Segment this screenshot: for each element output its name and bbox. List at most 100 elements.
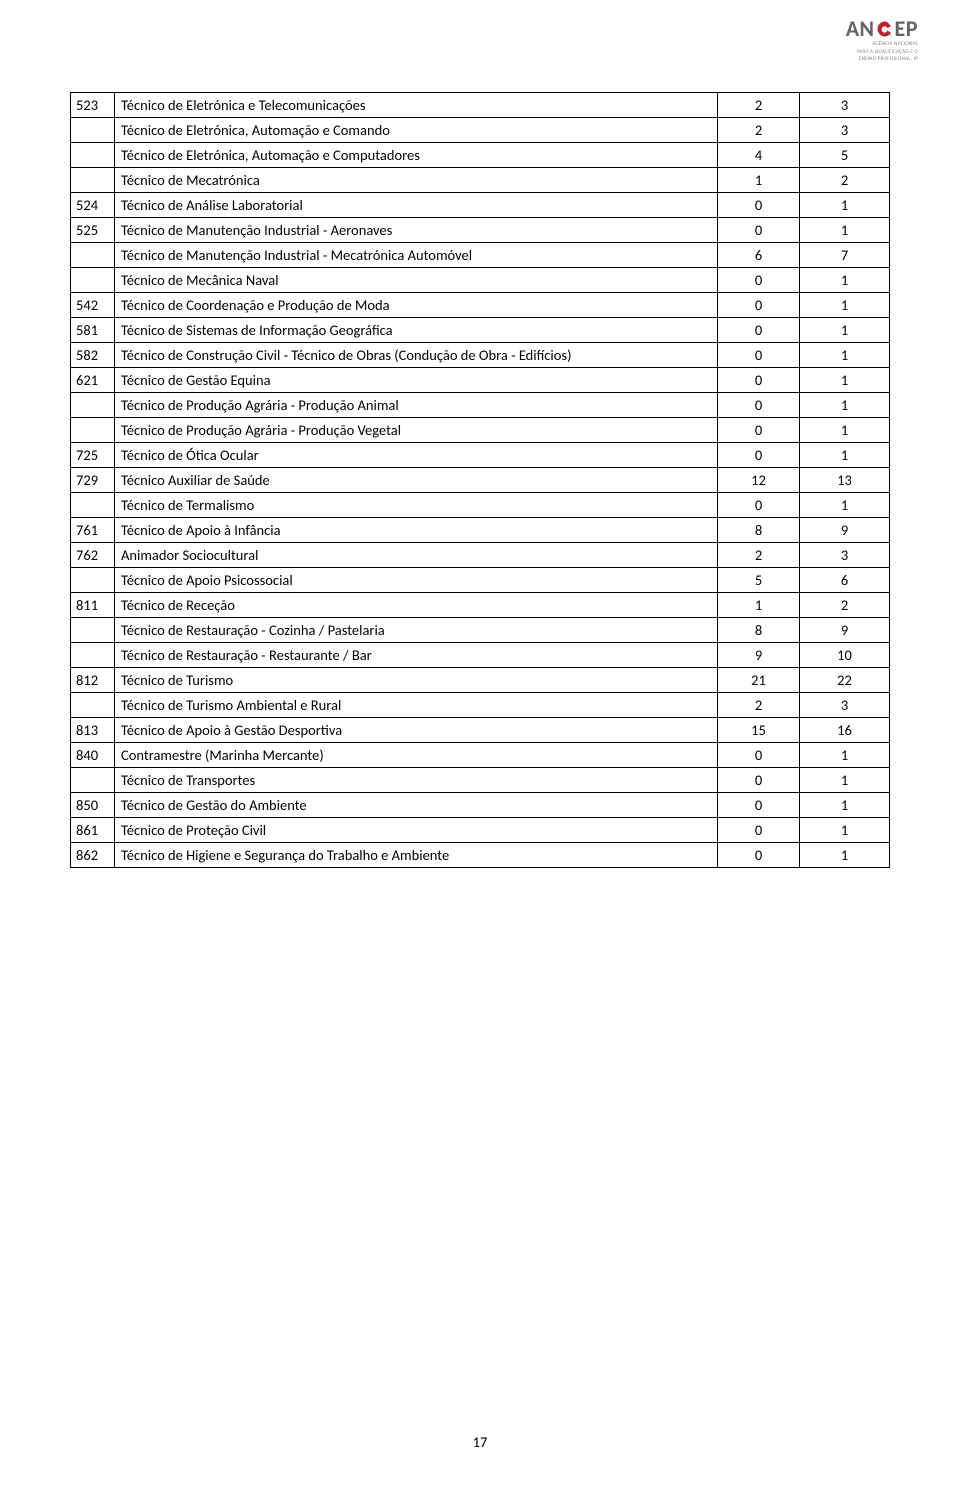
table-row: Técnico de Produção Agrária - Produção V… [71,418,890,443]
row-label: Técnico de Transportes [115,768,718,793]
row-value-1: 9 [718,643,800,668]
row-label: Técnico de Termalismo [115,493,718,518]
row-value-1: 8 [718,518,800,543]
table-row: 582Técnico de Construção Civil - Técnico… [71,343,890,368]
row-label: Técnico de Produção Agrária - Produção A… [115,393,718,418]
row-label: Técnico de Apoio à Infância [115,518,718,543]
row-value-2: 1 [800,493,890,518]
row-label: Técnico Auxiliar de Saúde [115,468,718,493]
row-value-1: 1 [718,593,800,618]
row-code: 542 [71,293,115,318]
row-value-2: 1 [800,393,890,418]
row-code [71,643,115,668]
row-value-2: 1 [800,768,890,793]
row-code: 862 [71,843,115,868]
table-row: 811Técnico de Receção12 [71,593,890,618]
row-value-1: 1 [718,168,800,193]
row-code: 523 [71,93,115,118]
row-value-1: 0 [718,393,800,418]
row-label: Técnico de Proteção Civil [115,818,718,843]
row-value-1: 0 [718,843,800,868]
table-row: 861Técnico de Proteção Civil01 [71,818,890,843]
row-code [71,568,115,593]
row-code [71,243,115,268]
row-value-2: 1 [800,418,890,443]
row-code [71,618,115,643]
row-value-2: 2 [800,593,890,618]
row-code [71,143,115,168]
table-row: Técnico de Apoio Psicossocial56 [71,568,890,593]
row-value-2: 5 [800,143,890,168]
row-value-1: 2 [718,93,800,118]
row-code [71,118,115,143]
page-number: 17 [0,1433,960,1451]
table-row: 621Técnico de Gestão Equina01 [71,368,890,393]
row-value-1: 0 [718,818,800,843]
table-row: 850Técnico de Gestão do Ambiente01 [71,793,890,818]
row-value-1: 2 [718,118,800,143]
row-code: 761 [71,518,115,543]
row-value-2: 1 [800,343,890,368]
row-value-1: 12 [718,468,800,493]
brand-logo: ANEP AGÊNCIA NACIONAL PARA A QUALIFICAÇÃ… [846,18,918,63]
row-label: Técnico de Gestão Equina [115,368,718,393]
table-row: 581Técnico de Sistemas de Informação Geo… [71,318,890,343]
table-row: Técnico de Transportes01 [71,768,890,793]
table-row: Técnico de Produção Agrária - Produção A… [71,393,890,418]
row-code [71,168,115,193]
row-value-2: 1 [800,843,890,868]
logo-swirl-icon [875,19,895,39]
row-code: 582 [71,343,115,368]
row-label: Animador Sociocultural [115,543,718,568]
row-value-1: 2 [718,693,800,718]
table-row: 525Técnico de Manutenção Industrial - Ae… [71,218,890,243]
row-value-2: 3 [800,118,890,143]
row-code [71,268,115,293]
row-code: 840 [71,743,115,768]
row-label: Técnico de Construção Civil - Técnico de… [115,343,718,368]
row-label: Técnico de Análise Laboratorial [115,193,718,218]
row-label: Técnico de Mecânica Naval [115,268,718,293]
row-code: 813 [71,718,115,743]
table-row: Técnico de Manutenção Industrial - Mecat… [71,243,890,268]
table-row: Técnico de Restauração - Restaurante / B… [71,643,890,668]
table-row: 729Técnico Auxiliar de Saúde1213 [71,468,890,493]
row-value-2: 9 [800,518,890,543]
row-label: Técnico de Sistemas de Informação Geográ… [115,318,718,343]
row-value-2: 13 [800,468,890,493]
row-label: Técnico de Manutenção Industrial - Aeron… [115,218,718,243]
row-value-2: 7 [800,243,890,268]
row-code: 581 [71,318,115,343]
row-label: Técnico de Eletrónica, Automação e Compu… [115,143,718,168]
logo-subtitle-3: ENSINO PROFISSIONAL, IP [846,56,918,63]
row-code: 762 [71,543,115,568]
row-label: Técnico de Mecatrónica [115,168,718,193]
row-label: Técnico de Restauração - Restaurante / B… [115,643,718,668]
row-value-2: 10 [800,643,890,668]
row-value-2: 6 [800,568,890,593]
row-label: Técnico de Higiene e Segurança do Trabal… [115,843,718,868]
courses-table: 523Técnico de Eletrónica e Telecomunicaç… [70,92,890,868]
row-value-2: 22 [800,668,890,693]
row-value-2: 3 [800,93,890,118]
row-code: 811 [71,593,115,618]
row-value-1: 0 [718,793,800,818]
row-value-2: 1 [800,193,890,218]
row-value-2: 1 [800,293,890,318]
row-value-1: 0 [718,193,800,218]
logo-text: ANEP [846,18,918,40]
row-value-2: 3 [800,543,890,568]
table-row: 862Técnico de Higiene e Segurança do Tra… [71,843,890,868]
row-value-2: 2 [800,168,890,193]
logo-subtitle-2: PARA A QUALIFICAÇÃO E O [846,49,918,56]
row-value-1: 0 [718,268,800,293]
row-value-1: 6 [718,243,800,268]
row-value-1: 21 [718,668,800,693]
logo-suffix: EP [895,15,918,42]
row-code [71,418,115,443]
table-row: 840Contramestre (Marinha Mercante)01 [71,743,890,768]
row-code [71,493,115,518]
row-label: Técnico de Gestão do Ambiente [115,793,718,818]
table-row: Técnico de Termalismo01 [71,493,890,518]
row-label: Técnico de Restauração - Cozinha / Paste… [115,618,718,643]
